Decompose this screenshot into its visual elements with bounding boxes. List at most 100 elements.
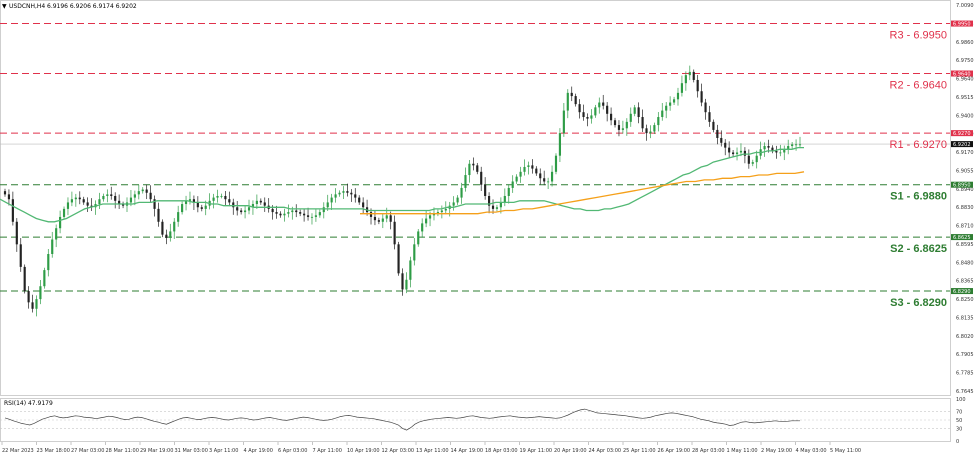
candle-body <box>767 146 770 148</box>
candle-body <box>476 165 479 172</box>
candle-body <box>15 221 18 245</box>
candle-body <box>491 205 495 209</box>
candle-body <box>436 212 440 214</box>
candle-body <box>369 212 373 217</box>
candle-body <box>558 133 562 156</box>
price-tags: 6.9950 6.9640 6.9270 6.8950 6.8625 6.8290 6.92… <box>951 20 973 295</box>
candle-body <box>291 210 294 213</box>
level-price-tag-text: 6.8625 <box>953 235 971 241</box>
rsi-tick-label: 50 <box>956 418 962 424</box>
candle-body <box>47 253 50 271</box>
candle-body <box>484 184 487 196</box>
candle-body <box>637 107 640 118</box>
candle-body <box>318 212 321 216</box>
level-labels: R3 - 6.9950 R2 - 6.9640 R1 - 6.9270 S1 - 6.… <box>890 30 947 310</box>
price-tick-label: 6.9860 <box>956 40 974 46</box>
candle-body <box>287 212 290 214</box>
candle-body <box>153 199 156 209</box>
candle-body <box>621 128 624 130</box>
candle-body <box>511 181 514 188</box>
candle-body <box>161 221 164 235</box>
candle-body <box>259 200 262 203</box>
candle-body <box>625 121 628 129</box>
time-axis: 22 Mar 2023 23 Mar 18:00 27 Mar 03:00 28 Ma… <box>1 442 861 454</box>
candle-body <box>263 202 266 206</box>
level-label: R2 - 6.9640 <box>890 80 947 92</box>
price-tick-label: 6.9170 <box>956 150 974 156</box>
candle-body <box>598 102 601 108</box>
candle-body <box>539 173 542 179</box>
candle-body <box>783 149 786 153</box>
candle-body <box>74 197 77 200</box>
price-axis: 7.00906.99856.98606.97506.96406.95156.94… <box>956 3 974 395</box>
candle-body <box>255 200 258 205</box>
candle-body <box>251 204 255 208</box>
candle-body <box>358 197 361 203</box>
price-tick-label: 6.8830 <box>956 205 974 211</box>
rsi-tick-label: 100 <box>956 397 966 403</box>
chart-ohlc: 6.9196 6.9206 6.9174 6.9202 <box>47 3 137 10</box>
price-tick-label: 6.9750 <box>956 58 974 64</box>
candle-body <box>35 299 38 309</box>
candle-body <box>362 202 365 208</box>
candle-body <box>322 207 325 213</box>
candle-body <box>464 175 467 188</box>
candle-body <box>574 96 577 105</box>
rsi-label: RSI(14) 47.9179 <box>4 400 53 407</box>
candle-body <box>373 216 377 221</box>
price-tick-label: 6.8250 <box>956 297 974 303</box>
candle-body <box>661 110 664 118</box>
candle-body <box>306 215 310 217</box>
candle-body <box>610 113 613 121</box>
price-tick-label: 6.8020 <box>956 334 974 340</box>
candle-body <box>129 197 133 203</box>
price-tick-label: 7.0090 <box>956 3 974 9</box>
candle-body <box>295 210 298 213</box>
price-tick-label: 6.9515 <box>956 95 974 101</box>
candle-body <box>354 194 357 198</box>
candle-body <box>310 216 314 218</box>
level-price-tag <box>951 130 973 137</box>
candle-body <box>606 105 609 114</box>
candle-body <box>314 215 317 217</box>
candle-body <box>11 199 14 222</box>
time-tick-label: 23 Mar 18:00 <box>37 448 70 454</box>
candle-body <box>66 202 70 209</box>
candle-body <box>527 165 530 167</box>
candle-body <box>444 208 447 211</box>
candle-body <box>716 129 719 138</box>
level-label: S2 - 6.8625 <box>890 243 947 255</box>
candle-body <box>735 152 739 155</box>
candle-body <box>724 142 727 148</box>
candle-body <box>342 191 345 193</box>
candle-body <box>684 75 687 84</box>
candle-body <box>173 221 176 232</box>
candle-body <box>417 231 420 245</box>
time-tick-label: 6 Apr 03:00 <box>278 448 307 454</box>
candle-body <box>220 195 223 197</box>
level-label: R3 - 6.9950 <box>890 30 947 42</box>
candle-body <box>590 115 593 119</box>
candle-body <box>633 107 636 114</box>
time-tick-label: 31 Mar 03:00 <box>175 448 208 454</box>
candle-body <box>535 168 538 174</box>
candle-body <box>460 187 463 198</box>
candle-body <box>78 197 81 200</box>
candle-body <box>102 195 105 200</box>
candle-body <box>657 117 660 126</box>
candle-body <box>672 99 676 103</box>
candle-body <box>55 228 58 240</box>
candle-body <box>3 191 7 195</box>
level-label: S1 - 6.9880 <box>890 191 947 203</box>
candle-body <box>82 199 85 203</box>
candle-body <box>196 202 199 208</box>
level-label: S3 - 6.8290 <box>890 297 947 309</box>
candle-body <box>771 147 774 151</box>
candle-body <box>31 302 34 309</box>
candle-body <box>326 202 329 208</box>
level-price-tag <box>951 20 973 27</box>
price-tick-label: 6.9055 <box>956 168 974 174</box>
candle-body <box>421 223 424 232</box>
candle-body <box>165 234 168 238</box>
candle-body <box>393 221 396 245</box>
